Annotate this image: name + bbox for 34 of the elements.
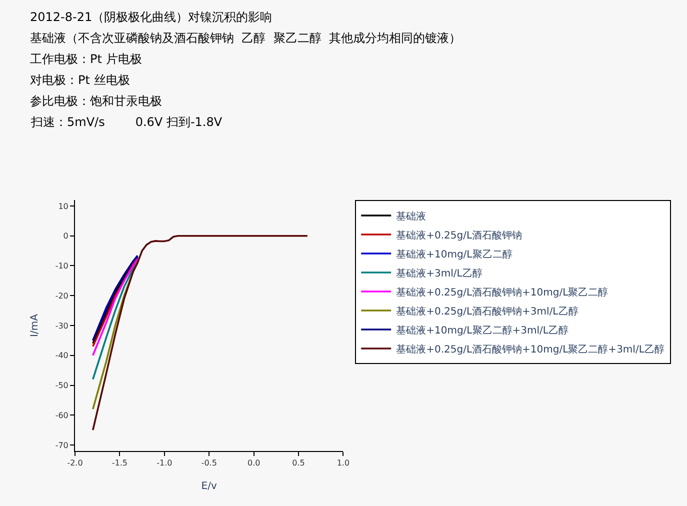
y-tick-label: -30: [55, 321, 68, 330]
text: 基础液（不含次亚磷酸钠及酒石酸钾钠 乙醇 聚乙二醇 其他成分均相同的镀液）: [30, 31, 461, 45]
y-tick-label: -10: [55, 262, 68, 271]
text: 工作电极：Pt 片电极: [30, 52, 142, 66]
legend-label: 基础液+10mg/L聚乙二醇+3ml/L乙醇: [396, 324, 568, 336]
x-axis-title: E/v: [201, 481, 217, 492]
y-tick-label: -20: [55, 291, 68, 300]
legend-label: 基础液+0.25g/L酒石酸钾钠+3ml/L乙醇: [396, 305, 578, 318]
legend-label: 基础液+0.25g/L酒石酸钾钠: [396, 229, 522, 242]
y-tick-label: 10: [58, 202, 68, 211]
y-tick-label: -40: [55, 351, 68, 360]
x-tick-label: -1.0: [156, 458, 172, 468]
legend-label: 基础液+3ml/L乙醇: [396, 267, 482, 280]
x-tick-label: -0.5: [201, 458, 217, 468]
x-tick-label: -1.5: [112, 458, 128, 468]
legend-label: 基础液+0.25g/L酒石酸钾钠+10mg/L聚乙二醇: [396, 286, 608, 298]
x-tick-label: -2.0: [67, 458, 83, 468]
y-tick-label: 0: [63, 232, 68, 241]
text: 参比电极：饱和甘汞电极: [30, 94, 162, 108]
y-axis-title: I/mA: [29, 314, 40, 337]
legend-label: 基础液+10mg/L聚乙二醇: [396, 248, 512, 260]
x-tick-label: 0.0: [247, 458, 260, 468]
y-tick-label: -50: [55, 381, 68, 390]
chart-title: 2012-8-21（阴极极化曲线）对镍沉积的影响: [30, 10, 272, 24]
x-tick-label: 1.0: [336, 458, 350, 468]
x-tick-label: 0.5: [292, 458, 305, 468]
line-series: [92, 234, 308, 431]
y-tick-label: -60: [55, 410, 68, 420]
legend-label: 基础液: [396, 210, 426, 222]
y-tick-label: -70: [55, 440, 68, 450]
text: 扫速：5mV/s 0.6V 扫到-1.8V: [30, 115, 223, 129]
text: 对电极：Pt 丝电极: [30, 73, 130, 87]
legend-label: 基础液+0.25g/L酒石酸钾钠+10mg/L聚乙二醇+3ml/L乙醇: [396, 343, 664, 356]
line-series: [92, 260, 138, 410]
